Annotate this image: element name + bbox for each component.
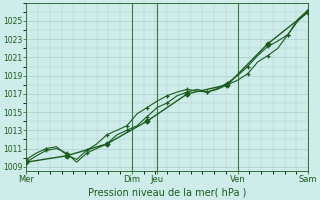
X-axis label: Pression niveau de la mer( hPa ): Pression niveau de la mer( hPa ) — [88, 187, 246, 197]
